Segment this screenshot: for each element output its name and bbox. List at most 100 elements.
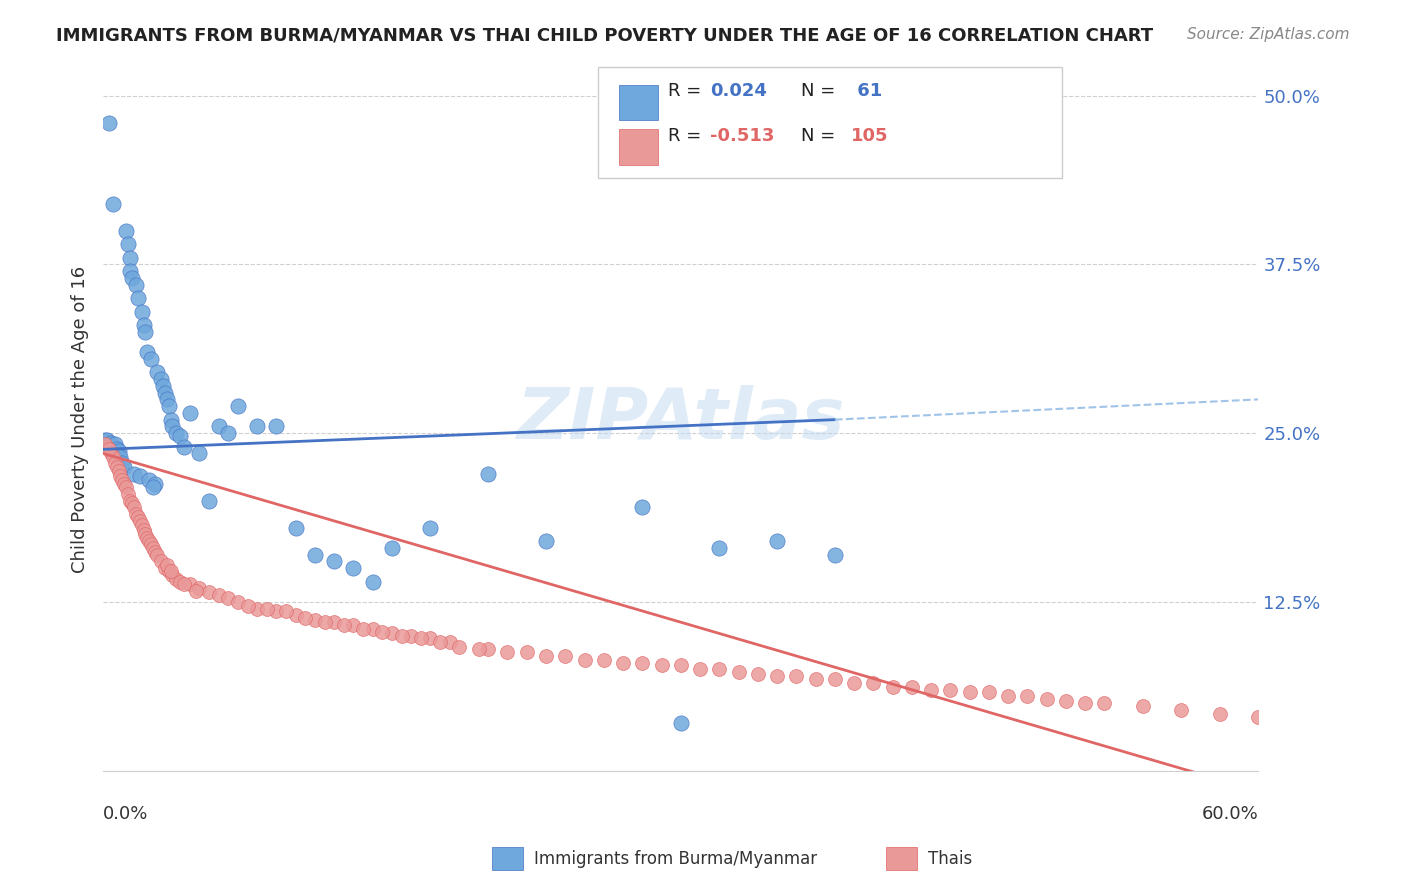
Immigrants from Burma/Myanmar [101, 196, 124, 211]
Thais [188, 582, 211, 596]
Immigrants from Burma/Myanmar [149, 372, 172, 386]
Immigrants from Burma/Myanmar [97, 115, 120, 129]
Thais [169, 574, 191, 589]
Immigrants from Burma/Myanmar [153, 385, 176, 400]
Thais [134, 527, 156, 541]
Thais [112, 477, 135, 491]
Immigrants from Burma/Myanmar [159, 412, 181, 426]
Thais [115, 480, 138, 494]
Thais [477, 642, 499, 657]
Immigrants from Burma/Myanmar [132, 318, 155, 332]
Immigrants from Burma/Myanmar [169, 429, 191, 443]
Text: 0.0%: 0.0% [103, 805, 149, 823]
Immigrants from Burma/Myanmar [131, 304, 153, 318]
Thais [361, 622, 384, 636]
Thais [439, 635, 461, 649]
Immigrants from Burma/Myanmar [127, 291, 149, 305]
Text: N =: N = [801, 127, 841, 145]
Immigrants from Burma/Myanmar [419, 521, 441, 535]
Thais [496, 645, 519, 659]
Thais [429, 635, 451, 649]
Thais [862, 676, 884, 690]
Thais [1094, 696, 1116, 710]
Text: R =: R = [668, 127, 707, 145]
Thais [1247, 710, 1270, 724]
Thais [997, 690, 1019, 704]
Text: N =: N = [801, 82, 841, 100]
Thais [120, 493, 142, 508]
Thais [804, 672, 827, 686]
Thais [156, 558, 179, 573]
Immigrants from Burma/Myanmar [141, 351, 163, 366]
Thais [111, 474, 134, 488]
Thais [554, 648, 576, 663]
Thais [1054, 693, 1077, 707]
Immigrants from Burma/Myanmar [824, 548, 846, 562]
Thais [107, 464, 129, 478]
Thais [131, 518, 153, 533]
Thais [1170, 703, 1192, 717]
Thais [236, 599, 259, 613]
Thais [294, 611, 316, 625]
Thais [574, 653, 596, 667]
Immigrants from Burma/Myanmar [766, 534, 789, 549]
Thais [689, 663, 711, 677]
Thais [101, 450, 124, 465]
Thais [669, 658, 692, 673]
Thais [333, 618, 356, 632]
Thais [226, 595, 249, 609]
Thais [882, 680, 904, 694]
Thais [419, 632, 441, 646]
Immigrants from Burma/Myanmar [111, 456, 134, 470]
Thais [132, 524, 155, 538]
Thais [142, 541, 165, 555]
Immigrants from Burma/Myanmar [120, 264, 142, 278]
Immigrants from Burma/Myanmar [709, 541, 731, 555]
Thais [516, 645, 538, 659]
Immigrants from Burma/Myanmar [122, 467, 145, 481]
Thais [274, 604, 297, 618]
Immigrants from Burma/Myanmar [188, 446, 211, 460]
Thais [747, 666, 769, 681]
Thais [352, 622, 374, 636]
Immigrants from Burma/Myanmar [361, 574, 384, 589]
Thais [612, 656, 634, 670]
Immigrants from Burma/Myanmar [142, 480, 165, 494]
Thais [136, 532, 159, 546]
Immigrants from Burma/Myanmar [226, 399, 249, 413]
Immigrants from Burma/Myanmar [208, 419, 231, 434]
Thais [149, 554, 172, 568]
Thais [184, 584, 207, 599]
Thais [138, 534, 160, 549]
Text: ZIPAtlas: ZIPAtlas [516, 385, 845, 454]
Immigrants from Burma/Myanmar [534, 534, 557, 549]
Immigrants from Burma/Myanmar [110, 450, 132, 465]
Thais [409, 632, 432, 646]
Immigrants from Burma/Myanmar [125, 277, 148, 292]
Thais [105, 459, 128, 474]
Thais [121, 496, 143, 510]
Immigrants from Burma/Myanmar [631, 500, 654, 515]
Thais [100, 446, 122, 460]
Immigrants from Burma/Myanmar [96, 433, 118, 447]
Thais [128, 514, 150, 528]
Immigrants from Burma/Myanmar [104, 437, 127, 451]
Text: 61: 61 [851, 82, 882, 100]
Text: IMMIGRANTS FROM BURMA/MYANMAR VS THAI CHILD POVERTY UNDER THE AGE OF 16 CORRELAT: IMMIGRANTS FROM BURMA/MYANMAR VS THAI CH… [56, 27, 1153, 45]
Text: Immigrants from Burma/Myanmar: Immigrants from Burma/Myanmar [534, 850, 817, 868]
Thais [371, 624, 394, 639]
Text: Source: ZipAtlas.com: Source: ZipAtlas.com [1187, 27, 1350, 42]
Thais [208, 588, 231, 602]
Thais [141, 537, 163, 551]
Thais [1132, 698, 1154, 713]
Immigrants from Burma/Myanmar [120, 251, 142, 265]
Immigrants from Burma/Myanmar [112, 459, 135, 474]
Immigrants from Burma/Myanmar [246, 419, 269, 434]
Thais [467, 642, 489, 657]
Thais [920, 682, 942, 697]
Immigrants from Burma/Myanmar [323, 554, 346, 568]
Thais [94, 437, 117, 451]
Thais [534, 648, 557, 663]
Thais [162, 568, 184, 582]
Thais [125, 507, 148, 521]
